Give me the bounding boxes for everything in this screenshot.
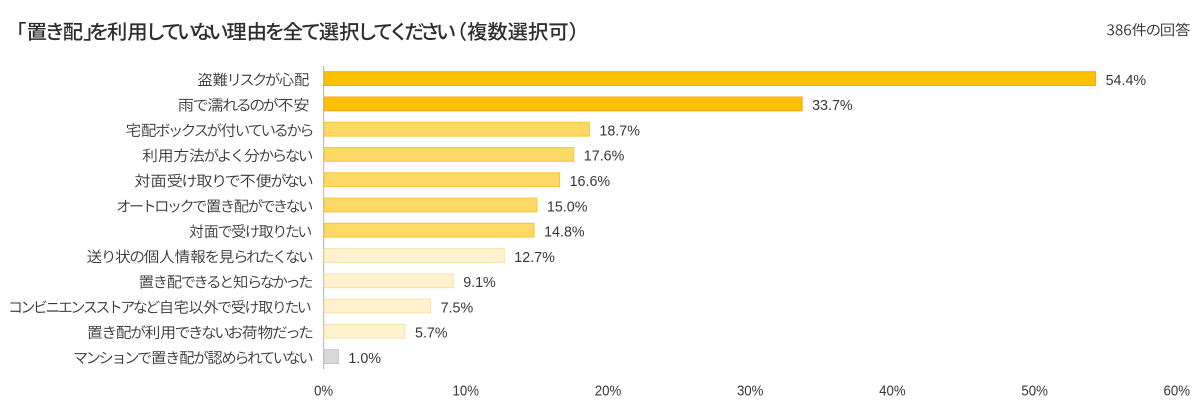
svg-text:18.7%: 18.7% (599, 124, 640, 140)
svg-text:40%: 40% (879, 383, 906, 399)
svg-text:10%: 10% (453, 383, 480, 399)
svg-text:33.7%: 33.7% (812, 98, 853, 114)
svg-text:50%: 50% (1021, 383, 1048, 399)
svg-text:30%: 30% (737, 383, 764, 399)
svg-text:20%: 20% (595, 383, 622, 399)
svg-text:54.4%: 54.4% (1106, 73, 1147, 89)
svg-text:16.6%: 16.6% (570, 174, 611, 190)
svg-text:9.1%: 9.1% (463, 275, 496, 291)
svg-text:12.7%: 12.7% (514, 250, 555, 266)
svg-text:17.6%: 17.6% (584, 149, 625, 165)
svg-text:60%: 60% (1164, 383, 1191, 399)
svg-text:5.7%: 5.7% (415, 326, 448, 342)
svg-text:15.0%: 15.0% (547, 199, 588, 215)
svg-text:1.0%: 1.0% (348, 351, 381, 367)
svg-text:7.5%: 7.5% (441, 300, 474, 316)
svg-text:14.8%: 14.8% (544, 225, 585, 241)
svg-text:0%: 0% (314, 383, 333, 399)
